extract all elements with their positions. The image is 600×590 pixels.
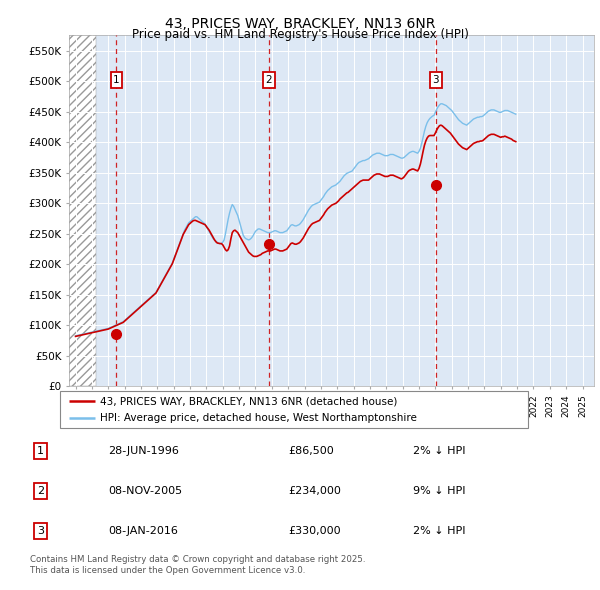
Text: 1: 1	[37, 446, 44, 456]
Text: 1: 1	[113, 75, 120, 85]
Text: 43, PRICES WAY, BRACKLEY, NN13 6NR (detached house): 43, PRICES WAY, BRACKLEY, NN13 6NR (deta…	[100, 396, 397, 406]
Text: 2% ↓ HPI: 2% ↓ HPI	[413, 446, 466, 456]
Text: £86,500: £86,500	[289, 446, 334, 456]
Text: £330,000: £330,000	[289, 526, 341, 536]
Text: 28-JUN-1996: 28-JUN-1996	[108, 446, 179, 456]
FancyBboxPatch shape	[60, 391, 528, 428]
Text: Price paid vs. HM Land Registry's House Price Index (HPI): Price paid vs. HM Land Registry's House …	[131, 28, 469, 41]
Text: 3: 3	[37, 526, 44, 536]
Text: £234,000: £234,000	[289, 486, 341, 496]
Text: 2: 2	[266, 75, 272, 85]
Bar	[69, 35, 96, 386]
Text: 3: 3	[433, 75, 439, 85]
Text: 08-NOV-2005: 08-NOV-2005	[108, 486, 182, 496]
Text: HPI: Average price, detached house, West Northamptonshire: HPI: Average price, detached house, West…	[100, 413, 416, 423]
Text: 2: 2	[37, 486, 44, 496]
Text: 9% ↓ HPI: 9% ↓ HPI	[413, 486, 466, 496]
Text: Contains HM Land Registry data © Crown copyright and database right 2025.
This d: Contains HM Land Registry data © Crown c…	[30, 555, 365, 575]
Text: 43, PRICES WAY, BRACKLEY, NN13 6NR: 43, PRICES WAY, BRACKLEY, NN13 6NR	[165, 17, 435, 31]
Text: 2% ↓ HPI: 2% ↓ HPI	[413, 526, 466, 536]
Text: 08-JAN-2016: 08-JAN-2016	[108, 526, 178, 536]
